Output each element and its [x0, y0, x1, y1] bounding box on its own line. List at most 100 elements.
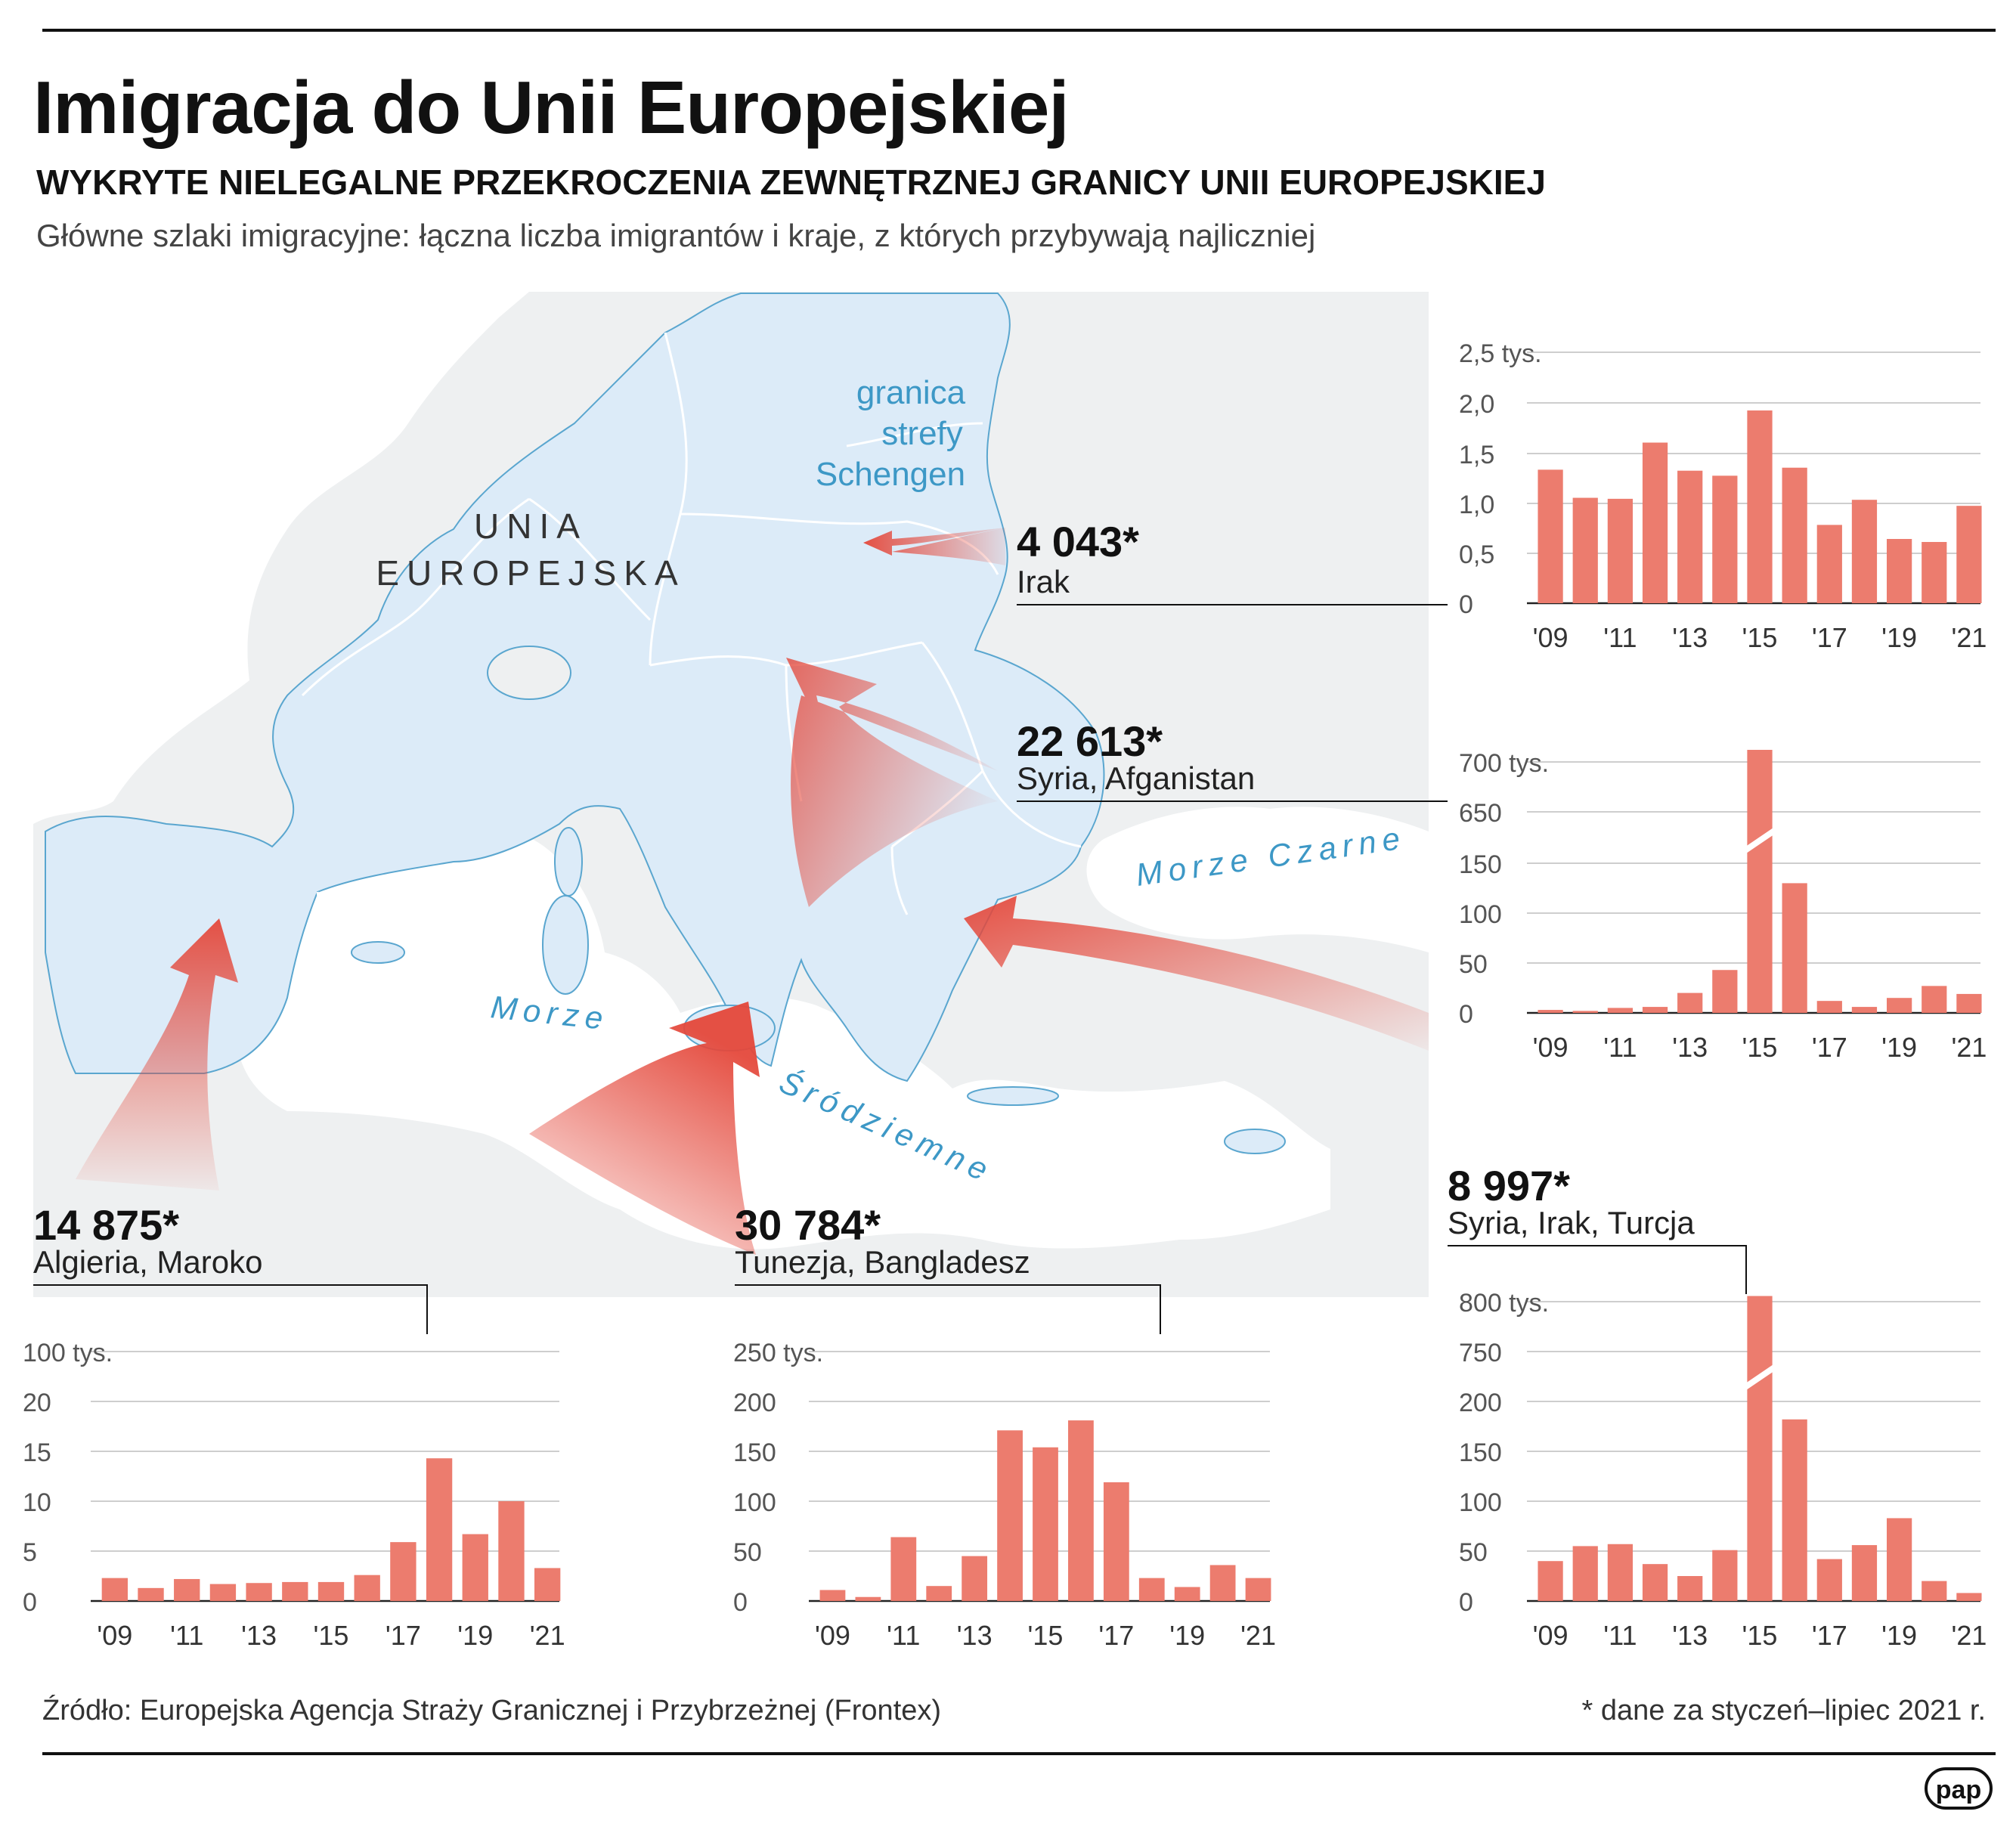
mediterranean-sea — [236, 825, 1330, 1249]
western-balkans-y-tick-label: 0 — [1459, 1000, 1473, 1029]
eastern-borders-x-tick-label: '21 — [1951, 622, 1987, 653]
page-subtitle: WYKRYTE NIELEGALNE PRZEKROCZENIA ZEWNĘTR… — [36, 163, 1546, 202]
route-countries-east-med: Syria, Irak, Turcja — [1448, 1205, 1695, 1240]
central-mediterranean-bar — [962, 1556, 988, 1601]
western-mediterranean-bar — [246, 1583, 272, 1601]
western-mediterranean-x-tick-label: '09 — [97, 1620, 132, 1651]
western-balkans-y-tick-label: 650 — [1459, 799, 1502, 828]
balearic-islands — [351, 941, 405, 964]
western-mediterranean-x-tick-label: '13 — [241, 1620, 277, 1651]
eastern-borders-y-tick-label: 2,0 — [1459, 390, 1494, 419]
eastern-borders-bar — [1538, 469, 1563, 603]
schengen-label-line1: granica — [856, 374, 966, 411]
central-mediterranean-bar — [1033, 1447, 1058, 1601]
eastern-borders-y-tick-label: 0 — [1459, 590, 1473, 619]
eastern-borders-y-tick-label: 1,0 — [1459, 491, 1494, 519]
western-mediterranean-bar — [317, 1581, 345, 1601]
central-mediterranean-bar — [1245, 1578, 1271, 1601]
bottom-rule — [42, 1752, 1996, 1755]
western-balkans-y-tick-label: 700 tys. — [1459, 749, 1549, 778]
western-mediterranean-bar — [462, 1534, 488, 1601]
central-mediterranean-x-tick-label: '11 — [887, 1620, 920, 1651]
route-countries-iraq: Irak — [1017, 564, 1070, 599]
western-mediterranean-y-tick-label: 100 tys. — [23, 1339, 113, 1367]
black-sea — [1086, 807, 1429, 952]
eastern-borders-bar — [1747, 410, 1773, 603]
western-balkans-bar — [1956, 993, 1982, 1013]
western-balkans-bar — [1607, 1008, 1633, 1013]
eastern-borders-bar — [1642, 442, 1668, 603]
western-mediterranean-bar — [209, 1584, 237, 1601]
western-mediterranean-bar — [138, 1587, 164, 1601]
source-note: Źródło: Europejska Agencja Straży Granic… — [42, 1695, 942, 1726]
route-value-central-med: 30 784* — [735, 1201, 881, 1249]
western-balkans-bar — [1887, 998, 1912, 1013]
route-arrow-balkans — [786, 658, 998, 907]
eastern-borders-x-tick-label: '17 — [1812, 622, 1847, 653]
western-balkans-bar — [1922, 986, 1947, 1013]
eu-label-line2: EUROPEJSKA — [376, 553, 685, 593]
central-mediterranean-bar — [1209, 1565, 1236, 1601]
western-balkans-y-tick-label: 100 — [1459, 900, 1502, 929]
western-mediterranean-bar — [282, 1581, 308, 1601]
eastern-mediterranean-bar — [1782, 1419, 1807, 1601]
page-title: Imigracja do Unii Europejskiej — [33, 66, 1070, 149]
central-mediterranean-y-tick-label: 0 — [733, 1588, 748, 1617]
western-mediterranean-bar — [174, 1578, 200, 1601]
pap-logo: pap — [1925, 1767, 1993, 1810]
eastern-mediterranean-y-tick-label: 750 — [1459, 1339, 1502, 1367]
western-balkans-bar — [1782, 883, 1807, 1013]
western-mediterranean-y-tick-label: 10 — [23, 1488, 51, 1517]
eastern-mediterranean-bar — [1922, 1581, 1947, 1601]
eastern-borders-bar — [1922, 541, 1947, 603]
central-mediterranean-x-tick-label: '13 — [957, 1620, 993, 1651]
central-mediterranean-y-tick-label: 250 tys. — [733, 1339, 823, 1367]
eastern-borders-x-tick-label: '19 — [1881, 622, 1917, 653]
western-mediterranean-y-tick-label: 0 — [23, 1588, 37, 1617]
route-value-east-med: 8 997* — [1448, 1162, 1570, 1209]
central-mediterranean-x-tick-label: '15 — [1028, 1620, 1064, 1651]
western-mediterranean-bar — [354, 1575, 380, 1601]
western-mediterranean-bar — [498, 1501, 525, 1601]
route-countries-west-med: Algieria, Maroko — [33, 1244, 263, 1280]
eastern-mediterranean-y-tick-label: 800 tys. — [1459, 1289, 1549, 1318]
eastern-mediterranean-y-tick-label: 150 — [1459, 1438, 1502, 1467]
atlantic — [33, 292, 529, 824]
western-balkans-y-tick-label: 150 — [1459, 850, 1502, 879]
western-mediterranean-bar — [534, 1568, 561, 1601]
eastern-borders-bar — [1712, 475, 1738, 603]
eastern-mediterranean-bar — [1747, 1296, 1773, 1601]
eastern-mediterranean-bar — [1607, 1544, 1633, 1601]
cyprus — [1224, 1129, 1286, 1154]
western-balkans-x-tick-label: '11 — [1603, 1032, 1637, 1063]
western-balkans-x-tick-label: '15 — [1742, 1032, 1778, 1063]
central-mediterranean-x-tick-label: '17 — [1098, 1620, 1134, 1651]
central-mediterranean-y-tick-label: 50 — [733, 1538, 762, 1567]
eastern-borders-bar — [1816, 525, 1842, 603]
route-countries-central-med: Tunezja, Bangladesz — [735, 1244, 1030, 1280]
eastern-mediterranean-bar — [1677, 1576, 1703, 1601]
route-value-syria-afg: 22 613* — [1017, 717, 1163, 765]
central-mediterranean-x-tick-label: '09 — [815, 1620, 850, 1651]
eastern-borders-bar — [1887, 539, 1912, 603]
eastern-borders-y-tick-label: 2,5 tys. — [1459, 339, 1542, 368]
central-mediterranean-bar — [819, 1590, 846, 1601]
western-balkans-x-tick-label: '09 — [1533, 1032, 1569, 1063]
route-value-iraq: 4 043* — [1017, 518, 1139, 565]
central-mediterranean-bar — [855, 1596, 881, 1601]
route-arrow-eastern-border — [863, 528, 1005, 565]
eastern-borders-x-tick-label: '15 — [1742, 622, 1778, 653]
route-countries-syria-afg: Syria, Afganistan — [1017, 760, 1256, 796]
eastern-borders-bar — [1607, 498, 1633, 603]
western-balkans-bar — [1538, 1010, 1563, 1013]
central-mediterranean-bar — [1138, 1578, 1165, 1601]
western-balkans-x-tick-label: '21 — [1951, 1032, 1987, 1063]
western-balkans-x-tick-label: '19 — [1881, 1032, 1917, 1063]
eastern-borders-y-tick-label: 1,5 — [1459, 441, 1494, 469]
route-arrow-west-med — [76, 918, 238, 1191]
eastern-mediterranean-x-tick-label: '17 — [1812, 1620, 1847, 1651]
western-balkans-bar — [1642, 1007, 1668, 1013]
central-mediterranean-y-tick-label: 100 — [733, 1488, 776, 1517]
sardinia — [542, 895, 589, 995]
